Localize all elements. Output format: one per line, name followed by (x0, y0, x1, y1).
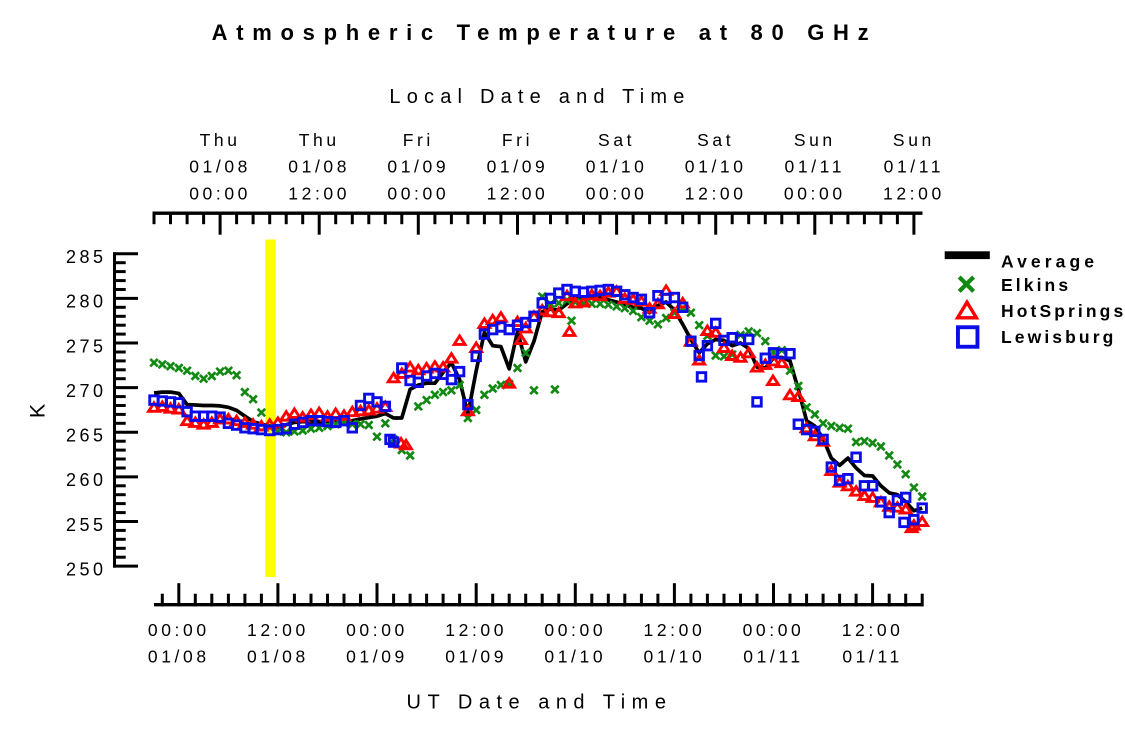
svg-text:01/08: 01/08 (148, 646, 210, 666)
svg-text:01/11: 01/11 (743, 646, 804, 666)
svg-text:01/10: 01/10 (644, 646, 706, 666)
svg-text:12:00: 12:00 (644, 620, 706, 640)
svg-text:00:00: 00:00 (784, 183, 846, 203)
svg-text:12:00: 12:00 (685, 183, 747, 203)
svg-text:Sun: Sun (794, 130, 836, 150)
svg-text:01/09: 01/09 (445, 646, 507, 666)
svg-text:275: 275 (66, 336, 107, 356)
svg-text:Local Date and Time: Local Date and Time (389, 86, 690, 108)
svg-text:12:00: 12:00 (288, 183, 350, 203)
svg-text:01/09: 01/09 (387, 157, 449, 177)
svg-text:Fri: Fri (502, 130, 533, 150)
svg-text:01/09: 01/09 (346, 646, 408, 666)
svg-text:Thu: Thu (299, 130, 340, 150)
svg-text:01/08: 01/08 (189, 157, 251, 177)
svg-text:Atmospheric Temperature at 80: Atmospheric Temperature at 80 GHz (212, 20, 878, 45)
svg-text:HotSprings: HotSprings (1001, 301, 1125, 321)
svg-text:01/08: 01/08 (288, 157, 350, 177)
svg-text:12:00: 12:00 (445, 620, 507, 640)
svg-text:255: 255 (66, 515, 107, 535)
svg-text:Thu: Thu (200, 130, 241, 150)
svg-text:01/11: 01/11 (842, 646, 903, 666)
svg-text:K: K (26, 403, 50, 418)
svg-text:01/10: 01/10 (544, 646, 606, 666)
svg-text:01/11: 01/11 (884, 157, 945, 177)
svg-text:00:00: 00:00 (387, 183, 449, 203)
svg-text:250: 250 (66, 559, 107, 579)
svg-text:00:00: 00:00 (346, 620, 408, 640)
svg-text:00:00: 00:00 (743, 620, 805, 640)
svg-text:00:00: 00:00 (189, 183, 251, 203)
svg-text:280: 280 (66, 292, 107, 312)
svg-text:12:00: 12:00 (842, 620, 904, 640)
svg-text:01/11: 01/11 (785, 157, 846, 177)
svg-text:00:00: 00:00 (544, 620, 606, 640)
svg-text:00:00: 00:00 (586, 183, 648, 203)
svg-text:260: 260 (66, 470, 107, 490)
svg-text:12:00: 12:00 (247, 620, 309, 640)
svg-text:01/10: 01/10 (685, 157, 747, 177)
svg-text:Lewisburg: Lewisburg (1001, 327, 1116, 347)
svg-text:Elkins: Elkins (1001, 275, 1071, 295)
svg-text:01/08: 01/08 (247, 646, 309, 666)
svg-text:Sun: Sun (893, 130, 935, 150)
svg-text:12:00: 12:00 (487, 183, 549, 203)
svg-text:285: 285 (66, 247, 107, 267)
svg-text:12:00: 12:00 (883, 183, 945, 203)
svg-text:Average: Average (1001, 251, 1098, 271)
svg-text:UT Date and Time: UT Date and Time (407, 692, 673, 714)
svg-text:270: 270 (66, 381, 107, 401)
svg-text:Sat: Sat (598, 130, 635, 150)
svg-text:Fri: Fri (403, 130, 434, 150)
svg-text:00:00: 00:00 (148, 620, 210, 640)
svg-text:Sat: Sat (697, 130, 734, 150)
svg-text:01/09: 01/09 (487, 157, 549, 177)
svg-text:265: 265 (66, 426, 107, 446)
svg-text:01/10: 01/10 (586, 157, 648, 177)
